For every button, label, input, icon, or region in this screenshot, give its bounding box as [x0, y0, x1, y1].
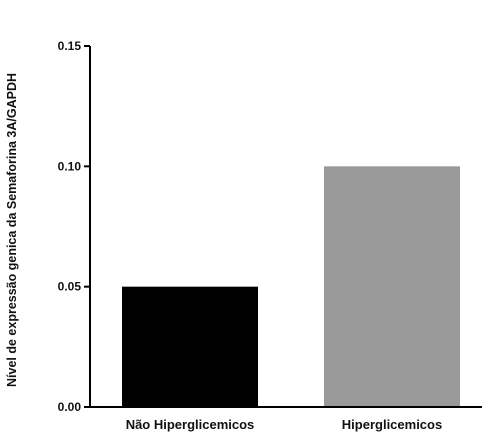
bar: [122, 286, 258, 407]
axes: [89, 46, 482, 408]
x-tick-label: Não Hiperglicemicos: [126, 417, 255, 432]
x-tick-label: Hiperglicemicos: [342, 417, 442, 432]
y-tick-label: 0.15: [58, 39, 82, 53]
bars: [122, 166, 460, 407]
y-axis-title: Nível de expressão genica da Semaforina …: [5, 73, 19, 387]
y-tick-label: 0.10: [58, 159, 82, 173]
y-tick-label: 0.00: [58, 400, 82, 414]
y-tick-label: 0.05: [58, 280, 82, 294]
y-ticks: 0.00 0.05 0.10 0.15: [58, 39, 90, 414]
x-tick-labels: Não Hiperglicemicos Hiperglicemicos: [126, 417, 443, 432]
bar: [324, 166, 460, 407]
